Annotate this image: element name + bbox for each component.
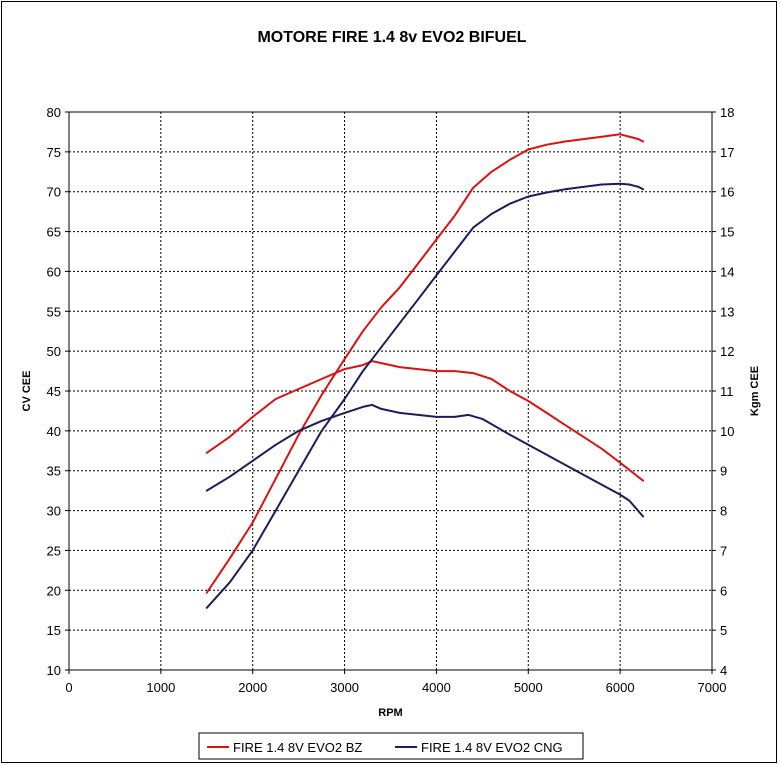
y-right-tick-label: 14 bbox=[720, 264, 734, 279]
y-axis-right-label: Kgm CEE bbox=[749, 366, 761, 416]
legend: FIRE 1.4 8V EVO2 BZ FIRE 1.4 8V EVO2 CNG bbox=[198, 732, 584, 760]
y-right-tick-label: 13 bbox=[720, 304, 734, 319]
x-tick-label: 7000 bbox=[698, 680, 727, 695]
y-left-tick-label: 55 bbox=[47, 304, 61, 319]
x-tick-label: 1000 bbox=[146, 680, 175, 695]
y-left-tick-label: 45 bbox=[47, 384, 61, 399]
legend-label: FIRE 1.4 8V EVO2 CNG bbox=[421, 740, 563, 755]
y-right-tick-label: 12 bbox=[720, 344, 734, 359]
y-axis-left: 10 15 20 25 30 35 40 45 50 55 60 65 70 75 80 bbox=[47, 105, 69, 678]
y-left-tick-label: 80 bbox=[47, 105, 61, 120]
series-line-torque bbox=[205, 403, 645, 518]
y-right-tick-label: 18 bbox=[720, 105, 734, 120]
y-left-tick-label: 15 bbox=[47, 623, 61, 638]
y-right-tick-label: 16 bbox=[720, 185, 734, 200]
x-tick-label: 4000 bbox=[422, 680, 451, 695]
y-right-tick-label: 6 bbox=[720, 583, 727, 598]
x-tick-label: 2000 bbox=[238, 680, 267, 695]
legend-label: FIRE 1.4 8V EVO2 BZ bbox=[233, 740, 362, 755]
y-right-tick-label: 11 bbox=[720, 384, 734, 399]
series-line-torque bbox=[205, 360, 645, 482]
y-right-tick-label: 7 bbox=[720, 543, 727, 558]
y-right-tick-label: 9 bbox=[720, 464, 727, 479]
y-axis-left-label: CV CEE bbox=[21, 371, 33, 412]
x-tick-label: 5000 bbox=[514, 680, 543, 695]
x-tick-label: 3000 bbox=[330, 680, 359, 695]
y-right-tick-label: 10 bbox=[720, 424, 734, 439]
series bbox=[205, 133, 645, 609]
grid bbox=[69, 112, 712, 670]
series-line-power bbox=[205, 133, 645, 594]
y-right-tick-label: 4 bbox=[720, 663, 727, 678]
x-tick-label: 0 bbox=[65, 680, 72, 695]
x-tick-label: 6000 bbox=[606, 680, 635, 695]
y-right-tick-label: 8 bbox=[720, 504, 727, 519]
y-left-tick-label: 10 bbox=[47, 663, 61, 678]
y-left-tick-label: 35 bbox=[47, 464, 61, 479]
y-axis-right: 4 5 6 7 8 9 10 11 12 13 14 15 16 17 18 bbox=[712, 105, 734, 678]
y-left-tick-label: 60 bbox=[47, 264, 61, 279]
chart-title: MOTORE FIRE 1.4 8v EVO2 BIFUEL bbox=[257, 29, 526, 46]
y-right-tick-label: 17 bbox=[720, 145, 734, 160]
x-axis-label: RPM bbox=[378, 707, 402, 719]
y-left-tick-label: 30 bbox=[47, 504, 61, 519]
legend-box bbox=[198, 732, 584, 760]
y-left-tick-label: 20 bbox=[47, 583, 61, 598]
y-left-tick-label: 75 bbox=[47, 145, 61, 160]
y-right-tick-label: 5 bbox=[720, 623, 727, 638]
x-axis: 0 1000 2000 3000 4000 5000 6000 7000 bbox=[65, 670, 726, 695]
y-right-tick-label: 15 bbox=[720, 225, 734, 240]
y-left-tick-label: 70 bbox=[47, 185, 61, 200]
y-left-tick-label: 50 bbox=[47, 344, 61, 359]
y-left-tick-label: 25 bbox=[47, 543, 61, 558]
series-line-power bbox=[205, 182, 645, 609]
y-left-tick-label: 65 bbox=[47, 225, 61, 240]
y-left-tick-label: 40 bbox=[47, 424, 61, 439]
